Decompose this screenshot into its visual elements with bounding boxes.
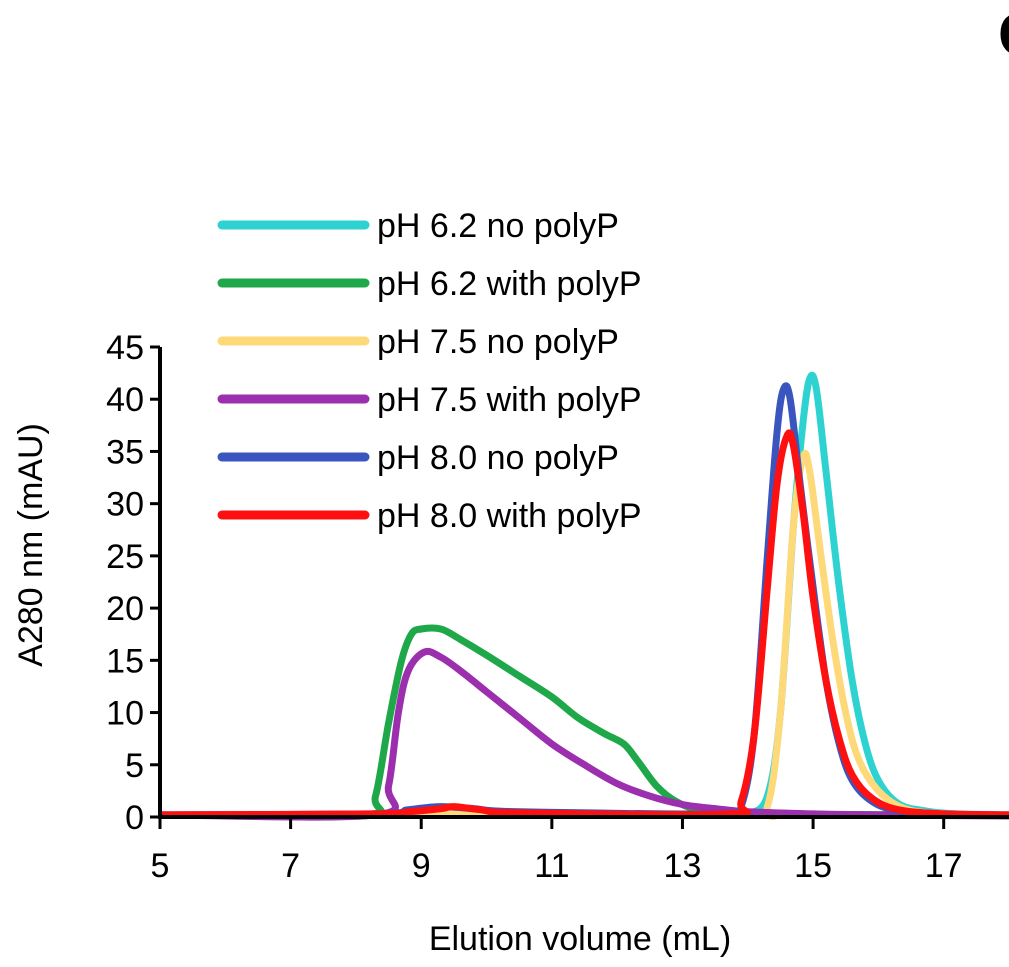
y-tick-label: 25 — [106, 538, 144, 576]
x-tick-label: 17 — [925, 847, 963, 885]
x-tick-label: 5 — [151, 847, 170, 885]
series-line-ph-8-0-with-polyp — [160, 429, 1009, 819]
y-tick-label: 40 — [106, 381, 144, 419]
legend-entry: pH 7.5 with polyP — [217, 381, 642, 419]
y-tick-label: 0 — [125, 799, 144, 837]
x-tick-label: 7 — [281, 847, 300, 885]
legend-entry: pH 8.0 with polyP — [217, 497, 642, 535]
y-tick-label: 30 — [106, 486, 144, 524]
legend-entry: pH 6.2 with polyP — [217, 265, 642, 303]
legend: pH 6.2 no polyP pH 6.2 with polyP pH 7.5 n… — [217, 207, 642, 535]
x-tick-label: 9 — [412, 847, 431, 885]
x-axis-title: Elution volume (mL) — [429, 920, 731, 958]
y-tick-label: 20 — [106, 590, 144, 628]
x-tick-label: 11 — [534, 847, 569, 885]
legend-label: pH 8.0 with polyP — [377, 497, 642, 535]
legend-entry: pH 6.2 no polyP — [217, 207, 619, 245]
series-line-ph-7-5-with-polyp — [160, 647, 1009, 821]
legend-label: pH 6.2 with polyP — [377, 265, 642, 303]
legend-entry: pH 8.0 no polyP — [217, 439, 619, 477]
y-axis-title: A280 nm (mAU) — [12, 423, 50, 667]
y-tick-label: 35 — [106, 433, 144, 471]
x-tick-label: 15 — [794, 847, 832, 885]
legend-label: pH 7.5 with polyP — [377, 381, 642, 419]
x-tick-label: 13 — [664, 847, 702, 885]
legend-label: pH 6.2 no polyP — [377, 207, 619, 245]
series-line-ph-7-5-no-polyp — [160, 449, 1009, 821]
legend-label: pH 7.5 no polyP — [377, 323, 619, 361]
y-tick-label: 15 — [106, 642, 144, 680]
axes — [158, 347, 1009, 819]
legend-entry: pH 7.5 no polyP — [217, 323, 619, 361]
y-tick-label: 45 — [106, 329, 144, 367]
plot-lines — [160, 371, 1009, 821]
y-tick-label: 10 — [106, 695, 144, 733]
legend-label: pH 8.0 no polyP — [377, 439, 619, 477]
panel-letter: C — [998, 1, 1009, 68]
y-tick-label: 5 — [125, 747, 144, 785]
